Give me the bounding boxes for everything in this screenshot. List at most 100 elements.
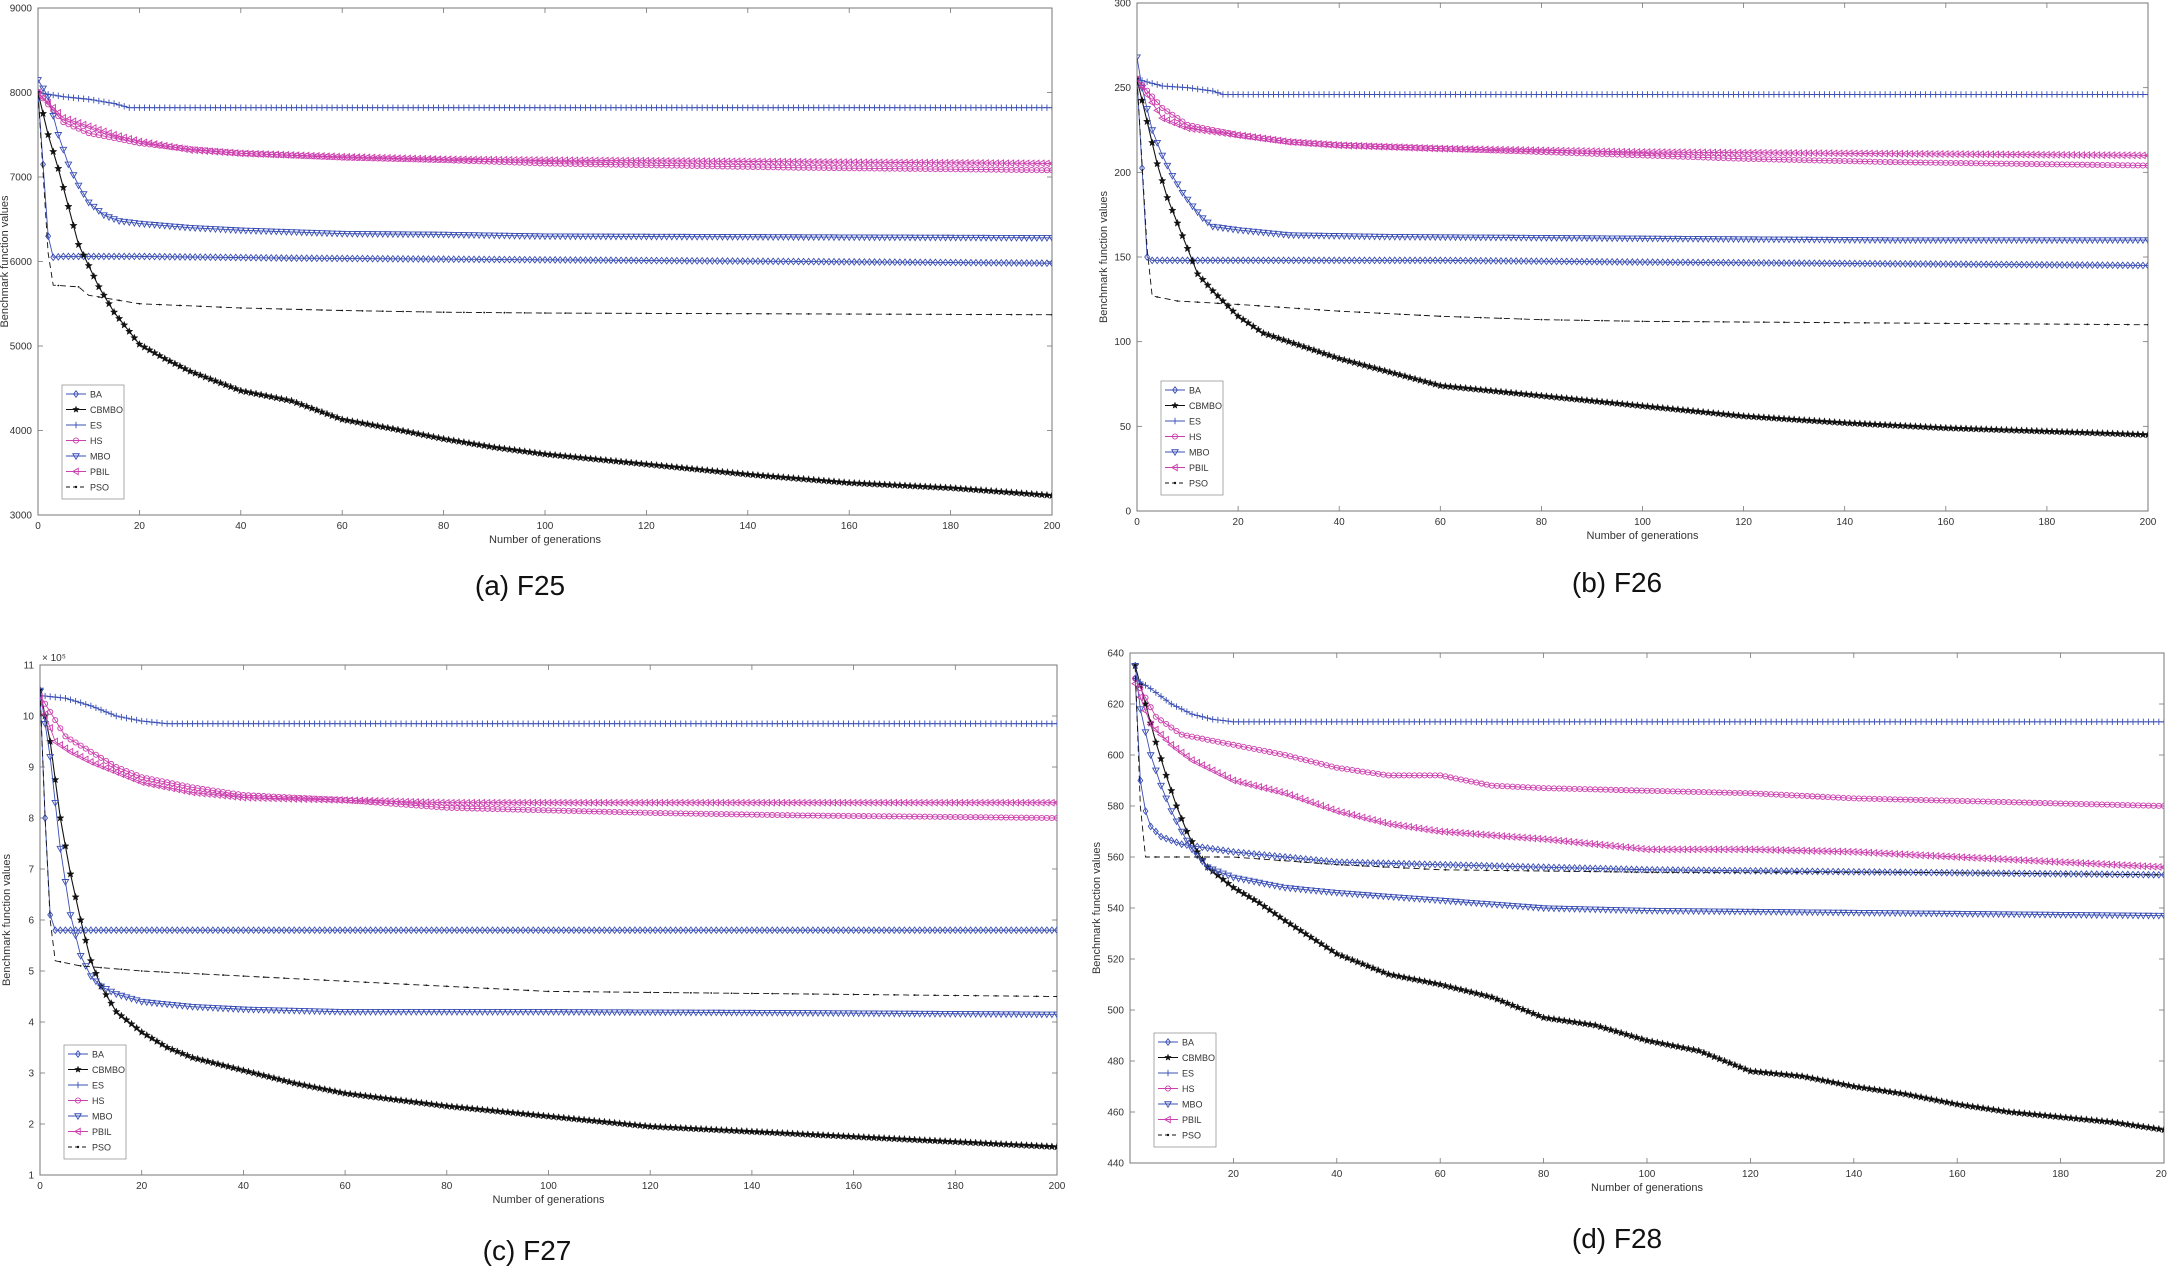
data-point-cbmbo: [274, 1075, 284, 1083]
data-point-cbmbo: [520, 447, 529, 455]
data-point-ba: [1624, 258, 1631, 266]
data-point-ba: [972, 926, 979, 935]
data-point-mbo: [463, 1009, 472, 1016]
data-point-mbo: [961, 234, 970, 242]
data-point-cbmbo: [56, 813, 65, 822]
data-point-mbo: [941, 1010, 950, 1018]
data-point-cbmbo: [2004, 1107, 2014, 1116]
data-point-cbmbo: [373, 421, 382, 430]
data-point-pbil: [49, 103, 56, 112]
data-point-cbmbo: [524, 1109, 533, 1118]
data-point-mbo: [483, 1009, 492, 1016]
data-point-cbmbo: [180, 364, 190, 373]
data-point-mbo: [1471, 234, 1480, 242]
data-point-pso: [506, 988, 509, 991]
series-es: [38, 89, 1052, 111]
data-point-ba: [113, 926, 120, 935]
data-point-pso: [1378, 312, 1381, 315]
data-point-ba: [138, 926, 145, 935]
data-point-mbo: [150, 222, 159, 229]
data-point-cbmbo: [2128, 1120, 2138, 1129]
data-point-ba: [1049, 259, 1052, 268]
data-point-ba: [1576, 864, 1583, 873]
data-point-ba: [870, 926, 877, 935]
data-point-cbmbo: [1808, 1074, 1817, 1082]
data-point-cbmbo: [64, 202, 73, 211]
data-point-ba: [1819, 867, 1826, 876]
data-point-mbo: [1830, 236, 1839, 244]
data-point-cbmbo: [672, 463, 681, 471]
data-point-pso: [523, 311, 526, 314]
data-point-cbmbo: [2087, 1115, 2096, 1124]
data-point-hs: [108, 760, 115, 767]
data-point-es: [1204, 714, 1211, 722]
data-point-cbmbo: [203, 1057, 212, 1066]
data-point-mbo: [738, 234, 747, 241]
data-point-mbo: [910, 1010, 919, 1018]
data-point-ba: [1023, 259, 1030, 267]
data-point-ba: [334, 254, 341, 263]
data-point-mbo: [661, 1009, 670, 1017]
data-point-es: [1184, 84, 1191, 91]
data-point-ba: [133, 926, 140, 935]
data-point-mbo: [1593, 235, 1601, 243]
data-point-cbmbo: [1022, 1141, 1031, 1149]
data-point-mbo: [1734, 236, 1743, 244]
data-point-cbmbo: [1280, 916, 1290, 925]
data-point-mbo: [1337, 890, 1346, 898]
data-point-ba: [1290, 256, 1297, 265]
data-point-pso: [995, 994, 997, 997]
data-point-ba: [591, 926, 598, 935]
data-point-mbo: [617, 233, 626, 241]
data-point-mbo: [977, 234, 986, 242]
data-point-pbil: [51, 737, 58, 746]
data-point-cbmbo: [859, 1132, 868, 1141]
data-point-cbmbo: [1350, 358, 1359, 367]
data-point-mbo: [1729, 236, 1738, 244]
data-point-mbo: [1053, 1011, 1057, 1019]
data-point-pso: [321, 309, 323, 311]
data-point-mbo: [231, 227, 240, 235]
data-point-cbmbo: [305, 1081, 314, 1090]
data-point-ba: [983, 258, 990, 267]
data-point-ba: [443, 926, 450, 935]
data-point-ba: [1553, 257, 1560, 266]
data-point-cbmbo: [1984, 1104, 1993, 1113]
data-point-mbo: [1244, 228, 1253, 236]
data-point-cbmbo: [1183, 244, 1192, 253]
data-point-mbo: [1881, 237, 1890, 245]
data-point-cbmbo: [818, 1130, 828, 1139]
data-point-pso: [283, 977, 285, 980]
data-point-mbo: [407, 1009, 416, 1016]
data-point-ba: [1845, 867, 1852, 876]
data-point-ba: [1716, 866, 1723, 875]
data-point-ba: [2033, 260, 2040, 269]
data-point-pso: [547, 990, 550, 993]
data-point-ba: [1013, 259, 1020, 267]
data-point-mbo: [1250, 878, 1259, 886]
data-point-mbo: [325, 1008, 334, 1016]
data-point-es: [67, 696, 74, 703]
data-point-mbo: [1047, 1011, 1056, 1019]
data-point-cbmbo: [417, 1098, 426, 1107]
data-point-cbmbo: [1047, 491, 1052, 500]
data-point-cbmbo: [427, 1099, 436, 1108]
data-point-cbmbo: [208, 1058, 218, 1067]
legend-box: [1160, 380, 1224, 496]
data-point-mbo: [1461, 234, 1470, 242]
data-point-mbo: [992, 234, 1001, 242]
data-point-cbmbo: [1239, 315, 1248, 324]
data-point-cbmbo: [371, 1092, 380, 1101]
data-point-ba: [1949, 868, 1955, 877]
data-point-cbmbo: [1233, 311, 1243, 320]
data-point-cbmbo: [2154, 1124, 2163, 1133]
data-point-cbmbo: [808, 1130, 818, 1139]
data-point-mbo: [79, 191, 88, 198]
data-point-ba: [2018, 260, 2025, 269]
data-point-mbo: [1322, 888, 1331, 896]
data-point-ba: [1407, 256, 1413, 265]
data-point-pbil: [44, 98, 51, 107]
data-point-mbo: [241, 227, 250, 235]
data-point-ba: [1969, 869, 1976, 877]
